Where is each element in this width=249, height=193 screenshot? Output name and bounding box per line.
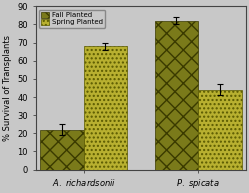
Bar — [84, 46, 127, 170]
Bar — [198, 90, 242, 170]
Bar — [155, 21, 198, 170]
Y-axis label: % Survival of Transplants: % Survival of Transplants — [3, 35, 12, 141]
Legend: Fall Planted, Spring Planted: Fall Planted, Spring Planted — [39, 10, 105, 28]
Bar — [40, 130, 84, 170]
